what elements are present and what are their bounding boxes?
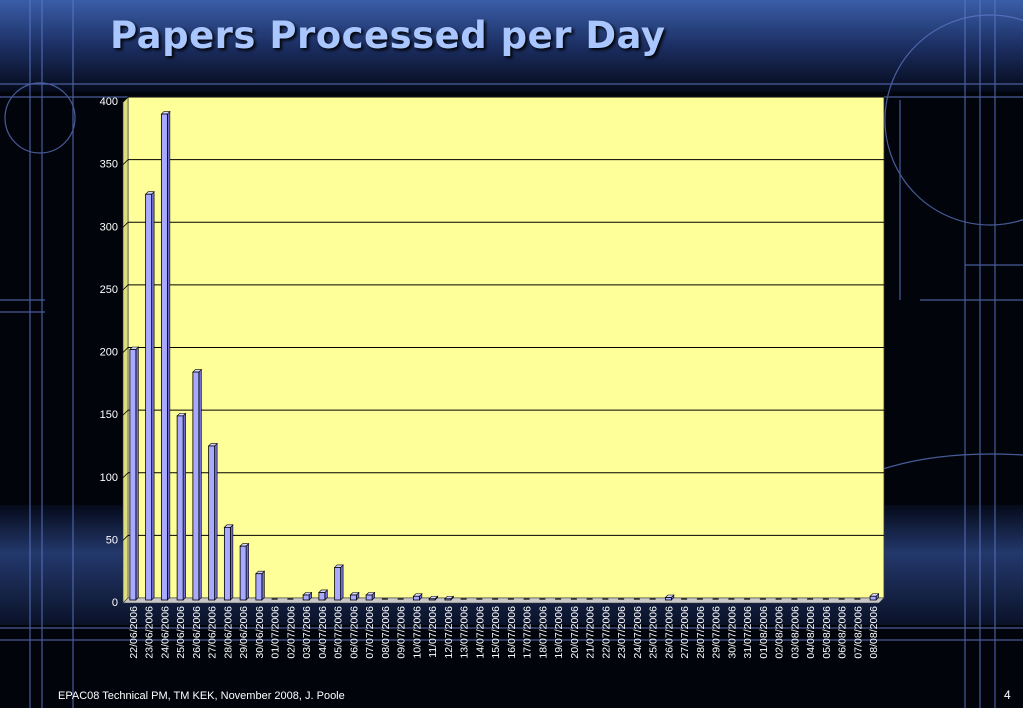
y-tick-label: 350 [100, 159, 118, 171]
x-tick-label: 20/07/2006 [569, 606, 581, 659]
x-tick-label: 25/06/2006 [175, 606, 187, 659]
x-tick-label: 24/07/2006 [632, 606, 644, 659]
bar [365, 594, 373, 601]
x-tick-label: 04/07/2006 [317, 606, 329, 659]
y-tick-label: 150 [100, 409, 118, 421]
x-tick-label: 17/07/2006 [522, 606, 534, 659]
y-tick-label: 0 [112, 597, 118, 609]
bar [334, 567, 342, 601]
x-tick-label: 30/07/2006 [726, 606, 738, 659]
x-tick-label: 13/07/2006 [459, 606, 471, 659]
x-tick-label: 12/07/2006 [443, 606, 455, 659]
x-tick-label: 08/07/2006 [380, 606, 392, 659]
y-tick-label: 100 [100, 472, 118, 484]
x-tick-label: 03/08/2006 [789, 606, 801, 659]
bar [129, 349, 137, 601]
x-tick-label: 29/06/2006 [238, 606, 250, 659]
x-tick-label: 07/08/2006 [852, 606, 864, 659]
bar [428, 598, 436, 601]
x-tick-label: 02/07/2006 [285, 606, 297, 659]
bar [255, 573, 263, 601]
gridline-side [122, 284, 129, 291]
gridline-side [122, 535, 129, 541]
x-tick-label: 05/07/2006 [333, 606, 345, 659]
bar [223, 526, 231, 601]
bar [444, 598, 452, 601]
x-tick-label: 08/08/2006 [868, 606, 880, 659]
bar [869, 595, 877, 601]
gridline-side [122, 221, 129, 228]
bar [302, 594, 310, 601]
bar [145, 193, 153, 601]
x-tick-label: 01/08/2006 [758, 606, 770, 659]
x-tick-label: 19/07/2006 [553, 606, 565, 659]
bar [239, 545, 247, 601]
gridline-side [122, 472, 129, 479]
x-tick-label: 29/07/2006 [711, 606, 723, 659]
x-tick-label: 06/07/2006 [348, 606, 360, 659]
gridline-side [122, 159, 129, 165]
x-tick-label: 26/07/2006 [663, 606, 675, 659]
x-tick-label: 14/07/2006 [474, 606, 486, 659]
x-tick-label: 23/07/2006 [616, 606, 628, 659]
x-tick-label: 07/07/2006 [364, 606, 376, 659]
x-tick-label: 27/06/2006 [207, 606, 219, 659]
bar [664, 597, 672, 601]
y-tick-label: 200 [100, 347, 118, 359]
y-tick-label: 400 [100, 96, 118, 108]
bar [412, 595, 420, 601]
bar [208, 445, 216, 601]
x-tick-label: 01/07/2006 [270, 606, 282, 659]
x-tick-label: 16/07/2006 [506, 606, 518, 659]
page-number: 4 [1004, 688, 1011, 702]
x-tick-label: 11/07/2006 [427, 606, 439, 658]
plot-floor [122, 597, 885, 604]
bar [192, 371, 200, 601]
x-tick-label: 22/07/2006 [600, 606, 612, 659]
x-tick-label: 21/07/2006 [585, 606, 597, 659]
x-tick-label: 09/07/2006 [396, 606, 408, 659]
x-tick-label: 06/08/2006 [837, 606, 849, 659]
x-tick-label: 02/08/2006 [774, 606, 786, 659]
x-tick-label: 28/06/2006 [222, 606, 234, 659]
x-tick-label: 24/06/2006 [159, 606, 171, 659]
x-tick-label: 22/06/2006 [128, 606, 140, 659]
x-tick-label: 10/07/2006 [411, 606, 423, 659]
x-tick-label: 31/07/2006 [742, 606, 754, 659]
x-tick-label: 15/07/2006 [490, 606, 502, 659]
x-tick-label: 30/06/2006 [254, 606, 266, 659]
gridline-side [122, 347, 129, 353]
x-tick-label: 23/06/2006 [144, 606, 156, 659]
gridline-side [122, 96, 129, 103]
slide-title: Papers Processed per Day [110, 14, 666, 57]
bar [160, 113, 168, 601]
x-tick-label: 18/07/2006 [537, 606, 549, 659]
x-tick-label: 28/07/2006 [695, 606, 707, 659]
x-tick-label: 27/07/2006 [679, 606, 691, 659]
x-tick-label: 25/07/2006 [648, 606, 660, 659]
bar [176, 415, 184, 601]
x-tick-label: 05/08/2006 [821, 606, 833, 659]
bar [318, 592, 326, 601]
y-tick-label: 250 [100, 284, 118, 296]
x-tick-label: 04/08/2006 [805, 606, 817, 659]
y-tick-label: 300 [100, 221, 118, 233]
x-tick-label: 26/06/2006 [191, 606, 203, 659]
slide-footer: EPAC08 Technical PM, TM KEK, November 20… [58, 690, 345, 702]
gridline-side [122, 409, 129, 416]
y-tick-label: 50 [106, 534, 118, 546]
x-tick-label: 03/07/2006 [301, 606, 313, 659]
bar [349, 594, 357, 601]
